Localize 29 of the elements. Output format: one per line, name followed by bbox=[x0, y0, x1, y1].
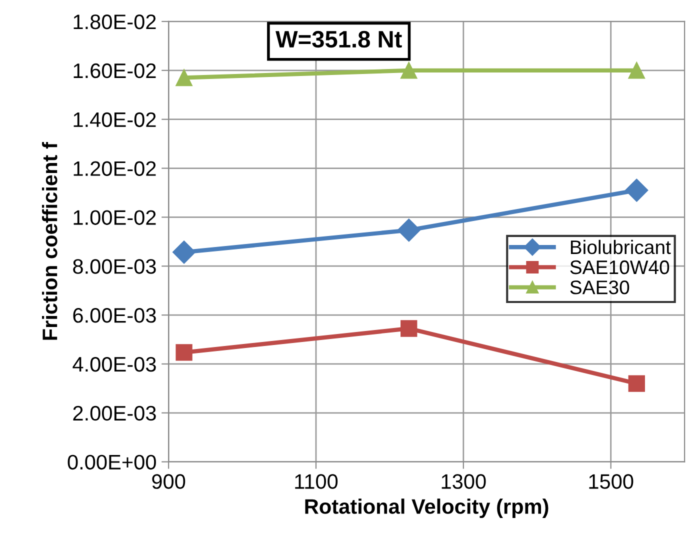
y-tick-label: 6.00E-03 bbox=[73, 308, 156, 323]
point bbox=[628, 62, 645, 79]
y-tick-label: 0.00E+00 bbox=[68, 454, 156, 470]
y-axis-title: Friction coefficient f bbox=[42, 142, 58, 340]
y-tick-label: 1.60E-02 bbox=[74, 63, 156, 78]
y-tick-label: 2.00E-03 bbox=[73, 406, 156, 421]
y-tick-label: 1.80E-02 bbox=[74, 14, 156, 30]
legend-label: SAE10W40 bbox=[570, 260, 670, 274]
point bbox=[400, 320, 418, 337]
y-tick-label: 1.40E-02 bbox=[74, 112, 156, 128]
point bbox=[397, 218, 420, 242]
point bbox=[628, 375, 645, 392]
annotation: W=351.8 Nt bbox=[276, 30, 402, 48]
y-tick-label: 1.20E-02 bbox=[74, 161, 156, 176]
point bbox=[400, 62, 418, 79]
point bbox=[176, 69, 192, 86]
x-tick-label: 900 bbox=[152, 474, 186, 489]
x-tick-label: 1500 bbox=[589, 474, 634, 489]
x-tick-label: 1300 bbox=[442, 474, 486, 489]
point bbox=[176, 344, 192, 361]
x-axis-title: Rotational Velocity (rpm) bbox=[305, 498, 548, 518]
point bbox=[625, 178, 648, 202]
y-tick-label: 1.00E-02 bbox=[74, 210, 156, 225]
legend-label: SAE30 bbox=[570, 280, 630, 294]
y-tick-label: 8.00E-03 bbox=[73, 259, 156, 274]
y-tick-label: 4.00E-03 bbox=[72, 356, 156, 372]
legend-label: Biolubricant bbox=[570, 240, 671, 254]
point bbox=[172, 240, 196, 264]
x-tick-label: 1100 bbox=[295, 474, 338, 489]
